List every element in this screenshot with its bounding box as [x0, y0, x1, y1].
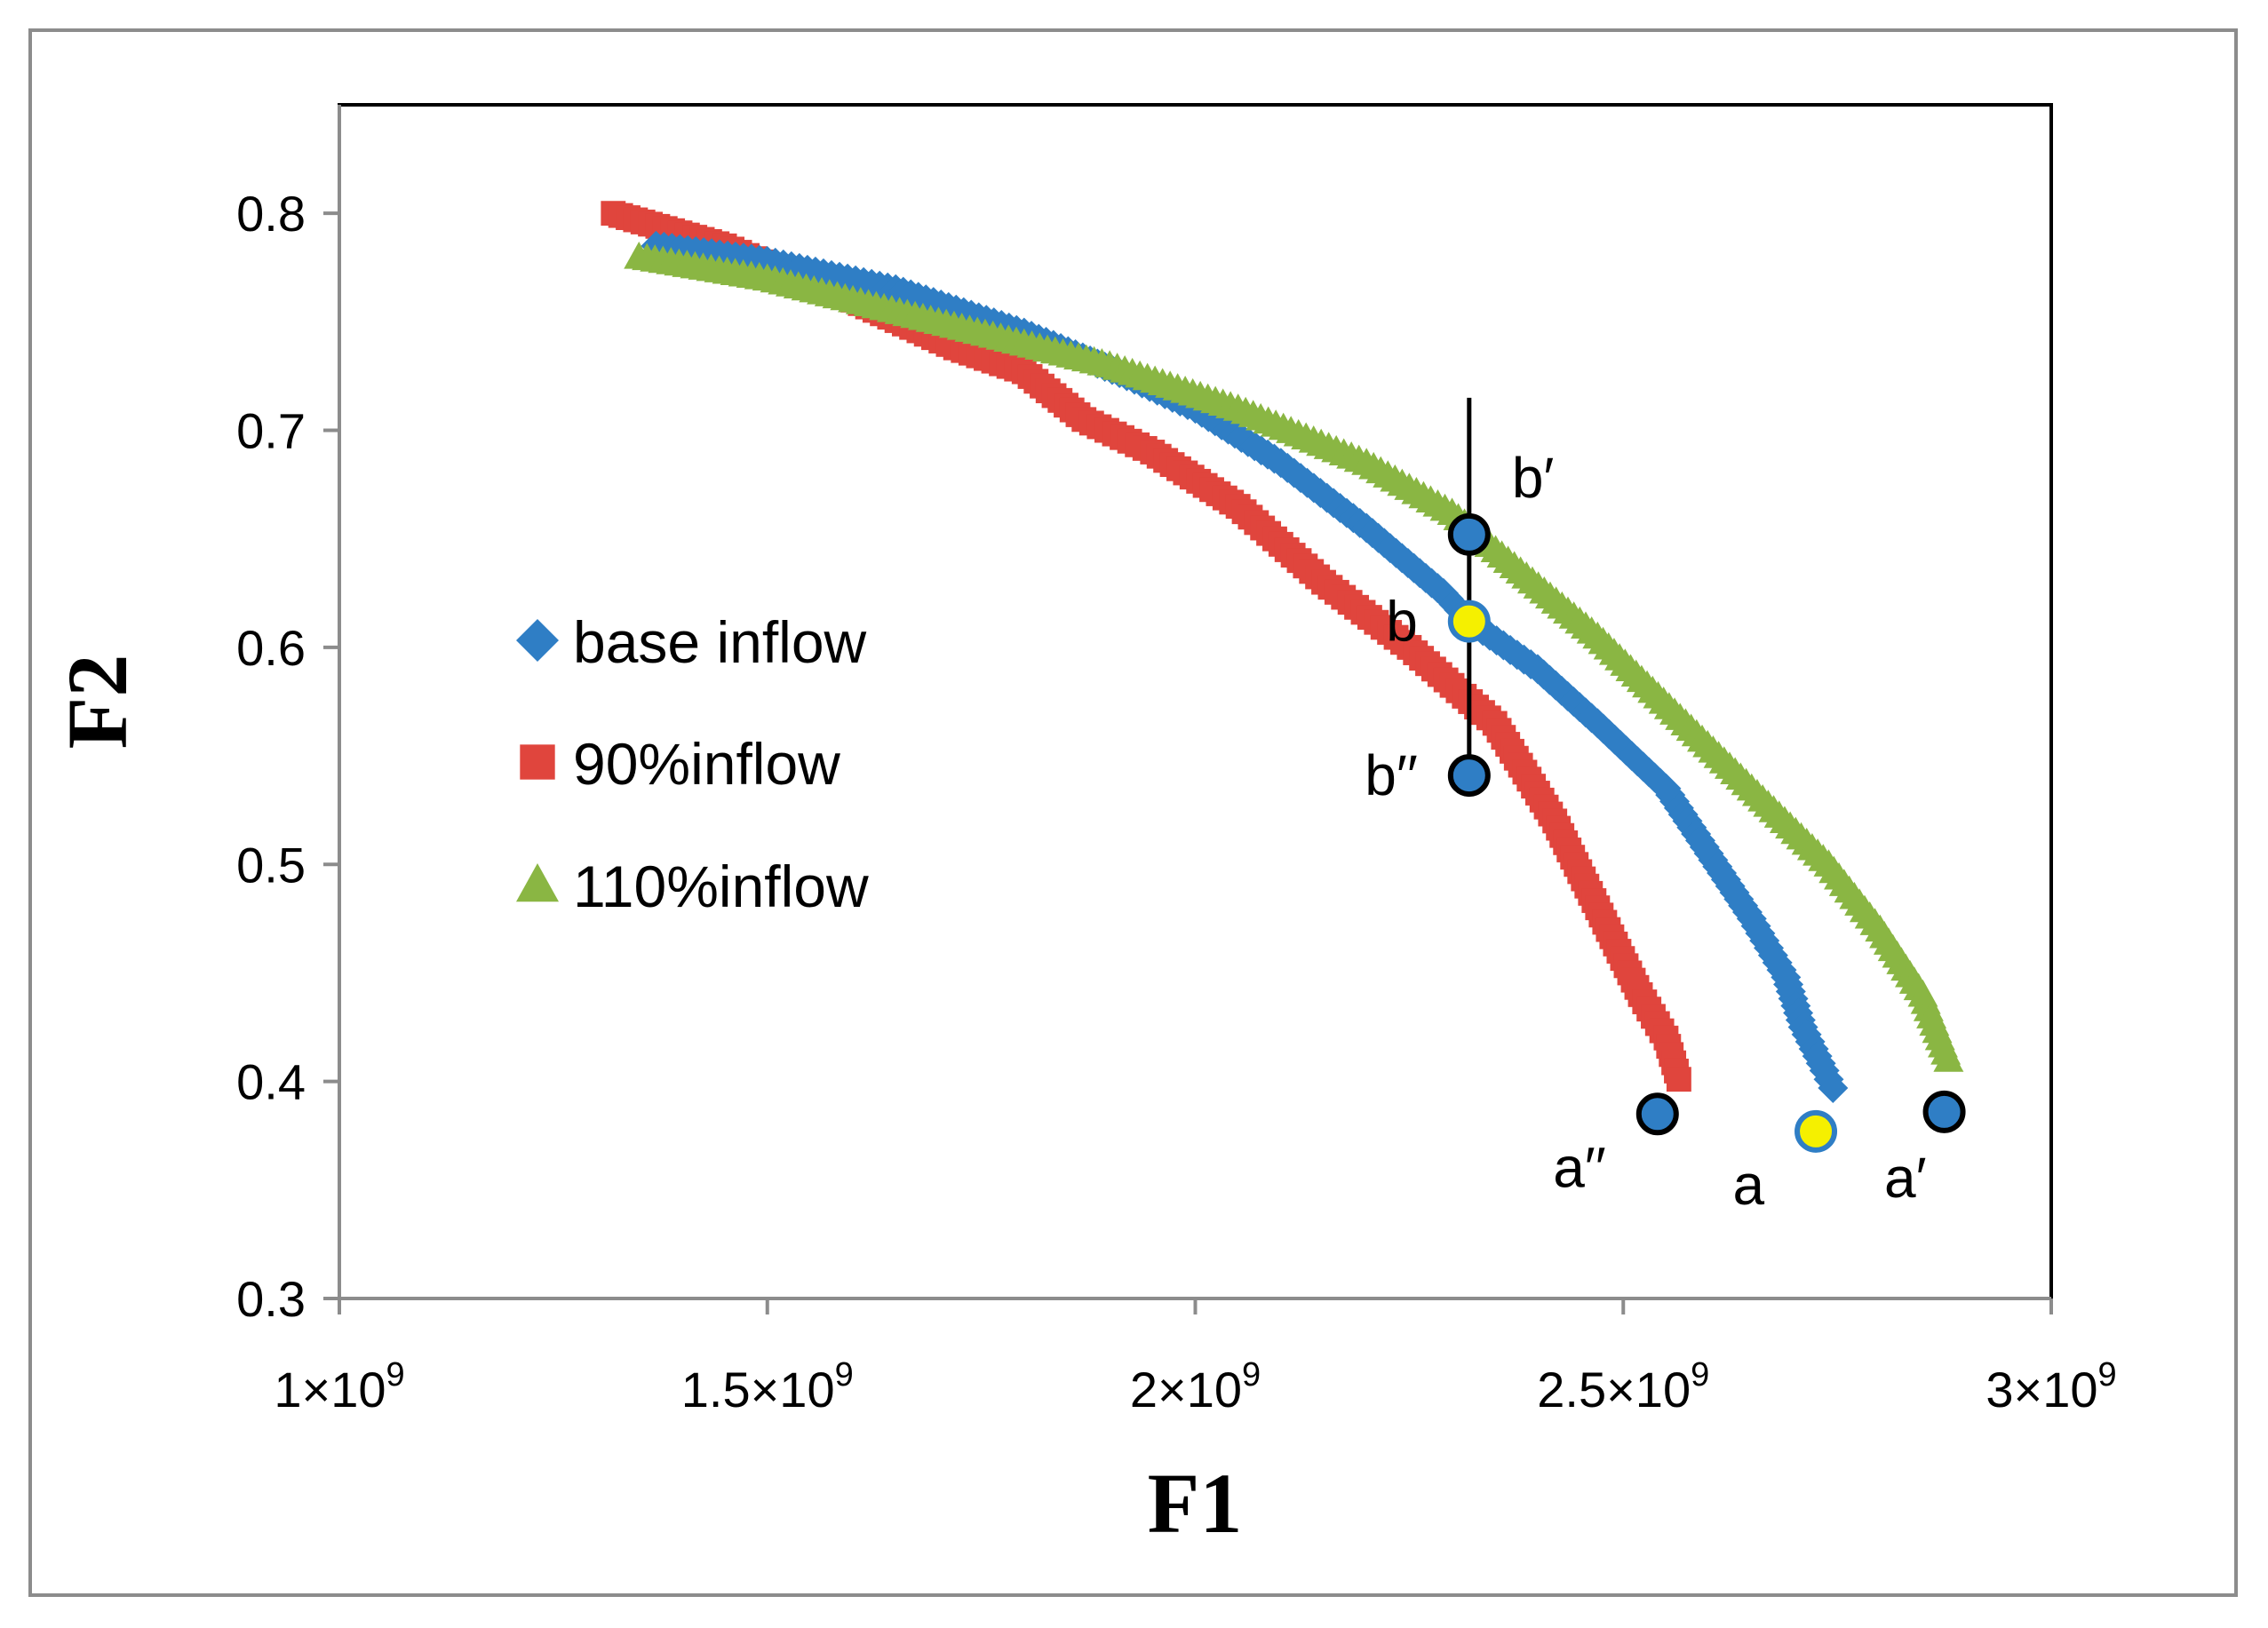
legend-label: 90%inflow [573, 731, 840, 797]
x-tick-label: 2.5×109 [1537, 1356, 1709, 1418]
y-tick-label: 0.8 [236, 186, 306, 242]
highlight-point [1795, 1109, 1838, 1153]
plot-area [338, 103, 2053, 1300]
highlight-label: a′′ [1553, 1135, 1606, 1199]
highlight-point [1447, 600, 1491, 643]
legend-item: base inflow [516, 609, 867, 675]
highlight-label: a′ [1884, 1146, 1927, 1210]
legend-marker [516, 619, 559, 662]
highlight-label: a [1732, 1153, 1764, 1217]
y-axis-title: F2 [50, 655, 145, 750]
y-tick-label: 0.5 [236, 837, 306, 893]
data-point [1933, 1044, 1964, 1072]
legend-marker [516, 863, 559, 902]
legend-marker [520, 744, 555, 780]
y-tick-label: 0.7 [236, 403, 306, 459]
highlight-label: b [1386, 590, 1418, 654]
data-point [1818, 1072, 1849, 1103]
highlight-point [1447, 754, 1491, 798]
data-point [1666, 1067, 1691, 1092]
x-axis: 1×109 1.5×109 2×109 2.5×109 3×109 [274, 1297, 2117, 1418]
x-tick-label: 1.5×109 [681, 1356, 854, 1418]
chart-frame [28, 28, 2238, 1597]
y-tick-label: 0.4 [236, 1054, 306, 1110]
highlight-point [1635, 1092, 1679, 1136]
x-tick-label: 2×109 [1130, 1356, 1261, 1418]
legend: base inflow 90%inflow 110%inflow [516, 609, 869, 919]
x-axis-title: F1 [1148, 1456, 1243, 1551]
y-tick-label: 0.3 [236, 1271, 306, 1327]
x-tick-label: 3×109 [1985, 1356, 2116, 1418]
y-axis: 0.3 0.4 0.5 0.6 0.7 0.8 [236, 105, 341, 1327]
highlight-label: b′′ [1365, 743, 1418, 807]
y-tick-label: 0.6 [236, 620, 306, 676]
highlight-label: b′ [1512, 446, 1555, 510]
legend-label: 110%inflow [573, 854, 869, 919]
highlight-point [1922, 1090, 1966, 1133]
legend-item: 110%inflow [516, 854, 869, 919]
highlight-layer: b′ b b′′ a′′ a a′ [1365, 397, 1966, 1217]
legend-label: base inflow [573, 609, 867, 675]
legend-item: 90%inflow [520, 731, 840, 797]
series-layer [601, 201, 1964, 1103]
x-tick-label: 1×109 [274, 1356, 404, 1418]
highlight-point [1447, 512, 1491, 556]
